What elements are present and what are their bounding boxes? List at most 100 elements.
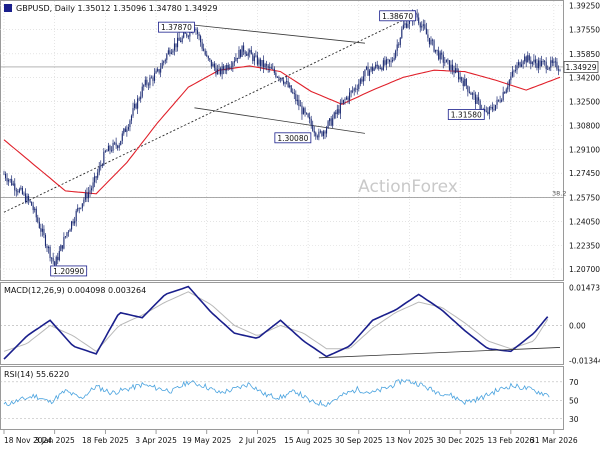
moving-average-line [3,65,561,195]
rsi-title: RSI(14) 55.6220 [4,370,69,379]
candle-body [419,23,421,28]
candle-body [64,236,66,238]
candle-body [447,59,449,61]
rsi-y-tick-label: 50 [569,396,579,405]
candle-body [143,84,145,87]
candle-body [279,77,282,79]
candle-body [169,50,171,54]
candle-body [177,37,179,48]
candle-body [307,113,309,118]
candle-body [173,43,176,51]
candle-body [516,65,518,71]
candle-body [324,131,326,134]
candle-body [451,64,454,71]
candle-body [367,66,369,76]
candle-body [541,61,543,67]
x-tick-label: 3 Apr 2025 [135,436,177,445]
price-label-box [158,21,195,33]
candle-body [356,88,358,90]
x-tick-label: 13 Nov 2025 [385,436,433,445]
candle-body [282,80,285,84]
candle-body [223,66,225,70]
candle-body [238,50,240,59]
candle-body [129,120,131,128]
candle-body [78,207,80,209]
candle-body [404,23,406,25]
candle-body [161,62,163,69]
candle-body [115,142,117,146]
candle-body [167,50,169,55]
candle-body [180,40,182,43]
candle-body [137,98,139,109]
candle-body [312,124,314,131]
candle-body [484,109,486,111]
candle-body [531,61,533,65]
y-tick-label: 1.22350 [569,242,600,251]
candle-body [52,257,54,262]
candle-body [545,61,547,70]
candle-body [157,69,159,71]
candle-body [355,88,357,90]
candle-body [470,92,472,95]
candle-body [534,59,536,64]
candle-body [401,29,403,38]
candle-body [35,208,37,218]
candle-body [57,256,59,261]
candle-body [40,228,42,232]
candle-body [198,33,200,37]
candle-body [259,59,262,66]
candle-body [493,109,495,111]
candle-body [393,57,395,60]
candle-body [164,59,166,62]
candle-body [381,67,383,70]
candle-body [69,229,71,232]
main-title: GBPUSD, Daily 1.35012 1.35096 1.34780 1.… [16,4,217,13]
candle-body [247,52,249,56]
candle-body [123,128,125,134]
candle-body [461,77,463,81]
candle-body [405,23,407,28]
price-label: 1.30080 [277,134,308,143]
main-overlays: 38.2 [0,12,566,213]
candle-body [89,190,91,193]
main-y-axis: 1.39250 1.37550 1.35850 1.34200 1.32500 1.308… [569,2,600,275]
candle-body [134,103,136,109]
candle-body [160,68,162,73]
candle-body [525,56,527,63]
candle-body [336,109,338,115]
candle-body [183,32,185,38]
candle-body [479,100,481,110]
candle-body [235,57,237,62]
candle-body [361,79,363,82]
candle-body [138,98,140,100]
candle-body [505,89,507,94]
candle-body [255,55,257,57]
candle-body [121,133,123,141]
candle-body [358,83,360,89]
candle-body [514,70,517,71]
candle-body [462,80,464,87]
candle-body [302,108,305,115]
candle-body [47,246,50,249]
candle-body [301,105,303,115]
y-tick-label: 1.20700 [569,265,600,274]
candle-body [146,79,148,85]
candle-body [464,78,466,87]
candle-body [212,63,214,67]
candle-body [370,66,372,71]
candle-body [264,64,266,68]
candle-body [533,59,535,62]
candle-body [502,92,504,101]
candle-body [94,176,96,183]
candle-body [273,68,275,73]
candle-body [476,97,478,104]
candle-body [24,193,27,203]
candle-body [61,245,63,249]
candle-body [556,61,558,70]
candle-body [172,50,174,53]
candle-body [163,61,165,63]
candle-body [153,73,156,81]
candle-body [15,190,17,192]
candle-body [378,66,380,69]
candle-body [499,100,501,102]
